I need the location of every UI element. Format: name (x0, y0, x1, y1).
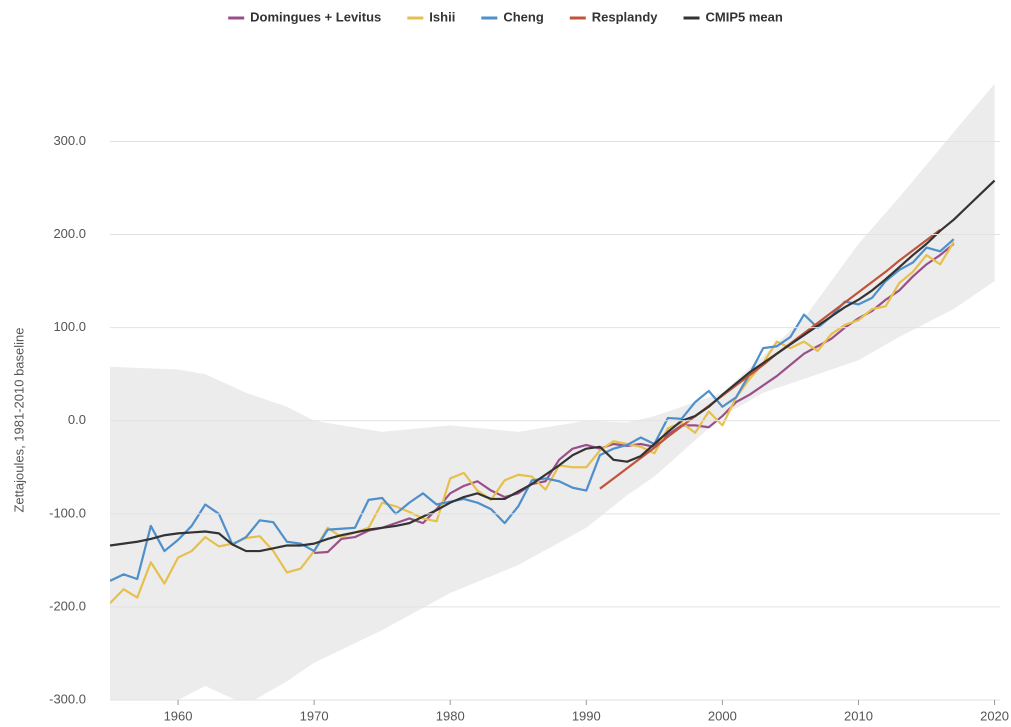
x-tick-label: 2000 (708, 708, 737, 723)
x-tick-label: 1970 (300, 708, 329, 723)
legend-label: Cheng (503, 9, 544, 24)
y-tick-label: -100.0 (49, 505, 86, 520)
y-tick-label: 0.0 (68, 412, 86, 427)
x-tick-label: 1980 (436, 708, 465, 723)
y-tick-label: -300.0 (49, 691, 86, 706)
y-axis-label: Zettajoules, 1981-2010 baseline (11, 327, 26, 512)
series-line (110, 241, 955, 604)
range-band (110, 83, 995, 700)
series-line (110, 179, 996, 553)
x-tick-label: 1990 (572, 708, 601, 723)
legend-label: CMIP5 mean (706, 9, 783, 24)
legend: Domingues + Levitus Ishii Cheng Resplandy CM… (228, 9, 783, 24)
y-tick-label: 100.0 (53, 319, 86, 334)
y-tick-label: 300.0 (53, 133, 86, 148)
legend-label: Resplandy (592, 9, 659, 24)
x-tick-label: 2020 (980, 708, 1009, 723)
x-tick-label: 2010 (844, 708, 873, 723)
y-tick-label: -200.0 (49, 598, 86, 613)
y-tick-label: 200.0 (53, 226, 86, 241)
legend-label: Domingues + Levitus (250, 9, 381, 24)
series-line (110, 238, 955, 582)
plot-area (110, 83, 996, 700)
x-tick-label: 1960 (164, 708, 193, 723)
legend-label: Ishii (429, 9, 455, 24)
